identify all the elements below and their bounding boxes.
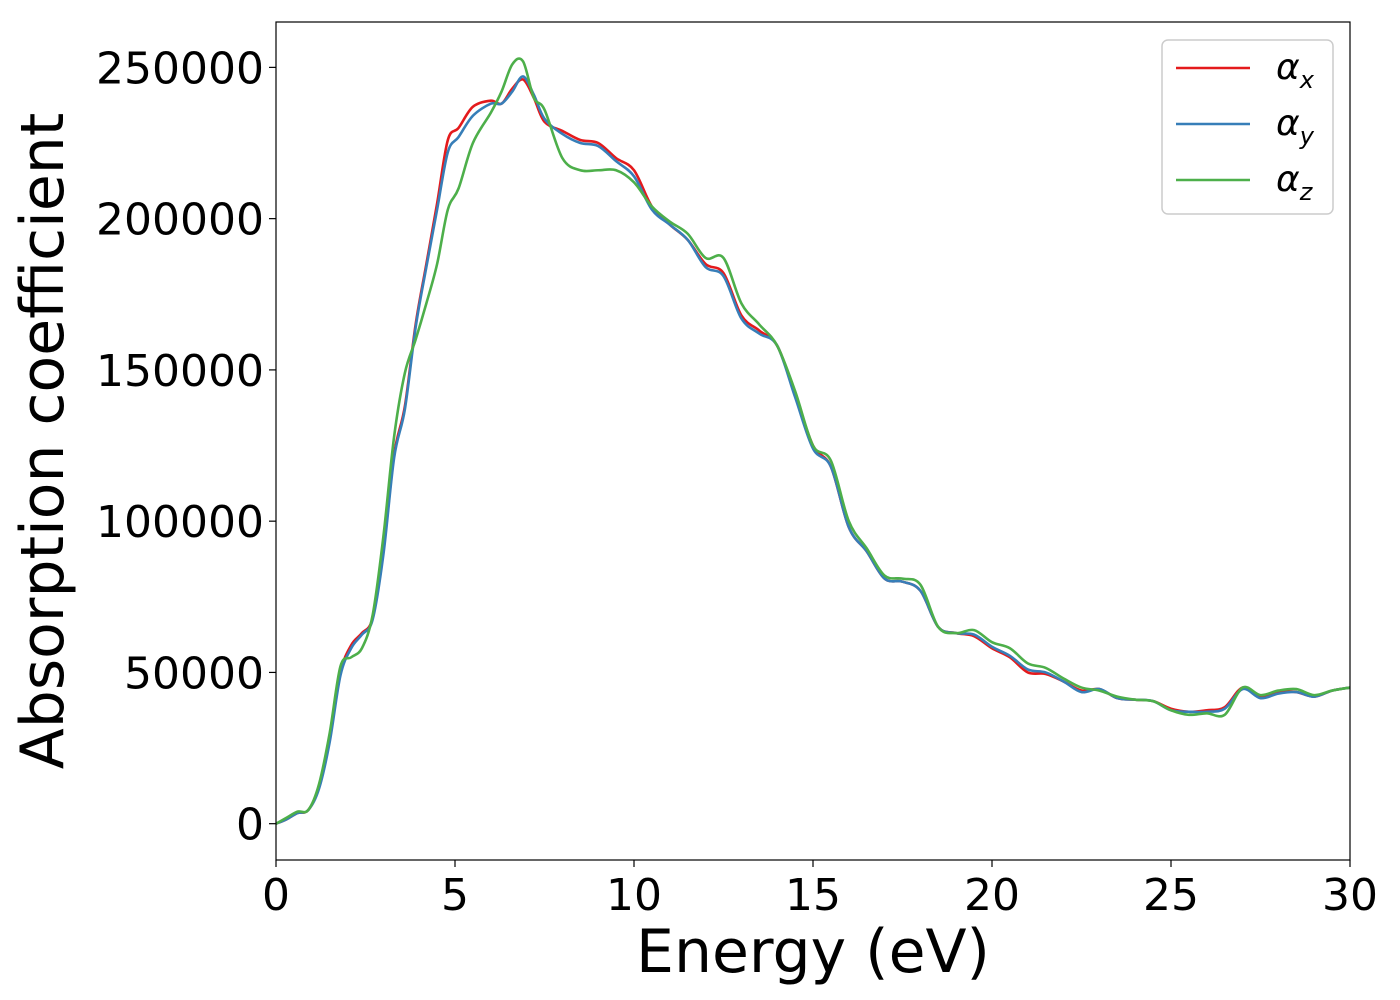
series-line-z: [275, 57, 1351, 825]
x-tick-label: 0: [262, 870, 290, 921]
series-layer: [275, 57, 1351, 825]
y-tick-label: 100000: [96, 497, 264, 548]
x-tick-label: 25: [1143, 870, 1199, 921]
legend-label-z: αz: [1276, 159, 1314, 206]
x-tick-label: 15: [785, 870, 841, 921]
x-axis-title: Energy (eV): [636, 917, 990, 987]
x-tick-label: 10: [606, 870, 662, 921]
y-tick-label: 150000: [96, 346, 264, 397]
legend: αx αy αz: [1161, 39, 1334, 215]
y-axis-ticks: 0 50000 100000 150000 200000 250000: [96, 43, 276, 851]
legend-box: [1161, 39, 1334, 215]
y-tick-label: 250000: [96, 43, 264, 94]
y-axis-title: Absorption coefficient: [8, 113, 78, 770]
x-axis-ticks: 0 5 10 15 20 25 30: [262, 860, 1378, 921]
y-tick-label: 200000: [96, 195, 264, 246]
legend-label-x: αx: [1276, 47, 1315, 94]
x-tick-label: 5: [441, 870, 469, 921]
x-tick-label: 30: [1322, 870, 1378, 921]
y-tick-label: 50000: [124, 648, 264, 699]
x-tick-label: 20: [964, 870, 1020, 921]
legend-label-y: αy: [1276, 103, 1315, 150]
y-tick-label: 0: [236, 800, 264, 851]
